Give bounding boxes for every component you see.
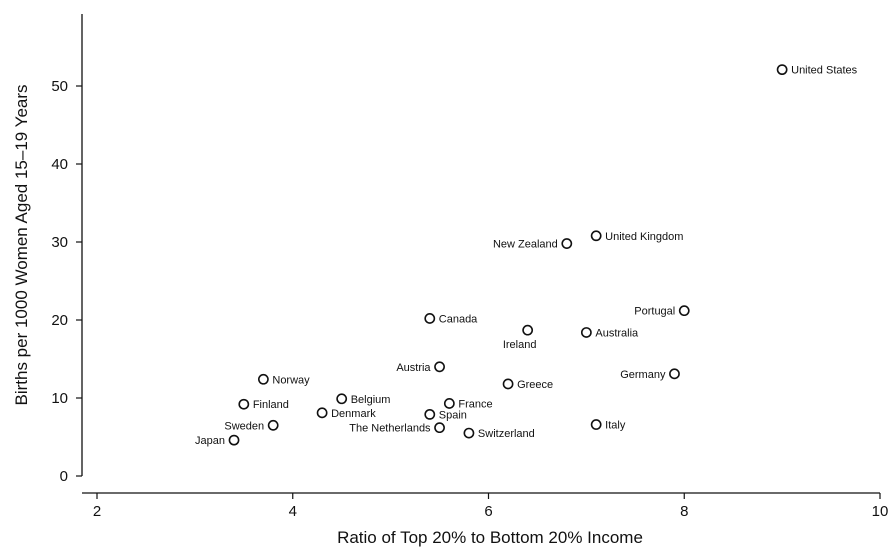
data-points: United States United Kingdom New Zealand Po… [195,64,858,447]
point-label: Sweden [224,420,264,432]
data-point [443,398,455,409]
x-tick-label: 4 [289,503,297,520]
data-point [316,407,328,419]
point-label: Denmark [331,408,376,420]
point-label: Australia [595,327,639,339]
point-label: Greece [517,379,553,391]
data-point [238,398,250,410]
point-label: United Kingdom [605,231,683,243]
data-point [424,313,436,324]
data-point [522,324,534,336]
point-label: Portugal [634,306,675,318]
data-point [424,408,436,420]
y-tick-label: 40 [51,156,68,173]
y-tick-label: 50 [51,78,68,95]
data-point [434,422,445,434]
point-label: France [458,398,492,410]
data-point [590,230,602,242]
data-point [669,368,680,380]
data-point [678,305,690,317]
data-point [590,419,602,430]
data-point [580,327,592,338]
point-label: Norway [272,374,310,386]
x-tick-label: 8 [680,503,688,520]
x-axis-title: Ratio of Top 20% to Bottom 20% Income [337,528,643,547]
y-tick-label: 30 [51,234,68,251]
point-label: Italy [605,420,626,432]
y-tick-label: 20 [51,312,68,329]
data-point [434,361,445,373]
point-label: Japan [195,435,225,447]
point-label: Spain [439,409,467,421]
point-label: New Zealand [493,239,558,251]
data-point [463,427,475,439]
data-point [502,378,514,390]
x-tick-label: 6 [484,503,492,520]
point-label: The Netherlands [349,423,431,435]
x-tick-label: 10 [872,503,889,520]
y-tick-label: 0 [60,468,68,485]
data-point [336,393,348,405]
x-ticks: 2 4 6 8 10 [93,493,889,520]
data-point [776,64,788,76]
point-label: United States [791,65,858,77]
point-label: Germany [620,369,666,381]
point-label: Switzerland [478,428,535,440]
data-point [561,238,573,249]
y-ticks: 0 10 20 30 40 50 [51,78,82,485]
data-point [228,434,240,446]
point-label: Finland [253,399,289,411]
point-label: Austria [396,362,431,374]
x-tick-label: 2 [93,503,101,520]
data-point [257,373,269,385]
y-axis-title: Births per 1000 Women Aged 15–19 Years [12,84,31,405]
point-label: Canada [439,313,478,325]
point-label: Ireland [503,339,537,351]
point-label: Belgium [351,394,391,406]
data-point [267,419,279,431]
y-tick-label: 10 [51,390,68,407]
axes [81,14,880,494]
